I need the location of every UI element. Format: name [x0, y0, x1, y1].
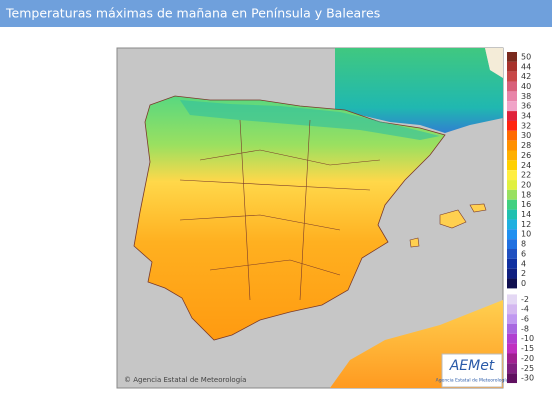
- iberia: [133, 95, 446, 341]
- legend-label: 26: [521, 151, 531, 160]
- legend-swatch: [507, 373, 517, 384]
- legend-label: 28: [521, 141, 531, 150]
- legend-swatch: [507, 91, 517, 102]
- ibiza: [409, 237, 420, 248]
- legend-label: -25: [521, 364, 534, 373]
- legend-swatch: [507, 304, 517, 315]
- logo-name: AEMet: [449, 358, 495, 374]
- legend-label: 12: [521, 220, 531, 229]
- legend-swatch: [507, 323, 517, 334]
- legend-swatch: [507, 219, 517, 230]
- legend-label: 36: [521, 102, 531, 111]
- header-title: Temperaturas máximas de mañana en Peníns…: [5, 6, 380, 21]
- legend: 5044424038363432302826242220181614121086…: [507, 52, 534, 384]
- legend-label: 24: [521, 161, 531, 170]
- legend-label: -30: [521, 374, 534, 383]
- legend-swatch: [507, 363, 517, 374]
- legend-swatch: [507, 81, 517, 92]
- legend-swatch: [507, 150, 517, 161]
- legend-label: 6: [521, 249, 526, 258]
- legend-label: -10: [521, 334, 534, 343]
- logo-box: [441, 353, 503, 388]
- legend-swatch: [507, 180, 517, 190]
- map-credit: © Agencia Estatal de Meteorología: [124, 376, 246, 384]
- legend-label: -6: [521, 315, 529, 324]
- legend-swatch: [507, 258, 517, 269]
- legend-label: 10: [521, 230, 531, 239]
- legend-swatch: [507, 189, 517, 200]
- legend-swatch: [507, 170, 517, 181]
- legend-label: 8: [521, 240, 526, 249]
- legend-label: 20: [521, 180, 531, 189]
- legend-label: 42: [521, 72, 531, 81]
- legend-swatch: [507, 268, 517, 279]
- legend-swatch: [507, 239, 517, 249]
- header-bar: [0, 0, 552, 27]
- legend-label: -2: [521, 295, 529, 304]
- legend-label: 50: [521, 52, 531, 61]
- france: [335, 48, 503, 133]
- legend-swatch: [507, 199, 517, 210]
- land-corner: [485, 48, 503, 78]
- legend-label: -20: [521, 354, 534, 363]
- legend-swatch: [507, 343, 517, 354]
- legend-swatch: [507, 294, 517, 305]
- legend-label: -8: [521, 324, 529, 333]
- legend-label: -15: [521, 344, 534, 353]
- legend-label: 40: [521, 82, 531, 91]
- legend-swatch: [507, 120, 517, 131]
- legend-label: 38: [521, 92, 531, 101]
- legend-swatch: [507, 111, 517, 121]
- mallorca: [439, 209, 467, 229]
- legend-swatch: [507, 130, 517, 141]
- legend-swatch: [507, 61, 517, 72]
- legend-label: 18: [521, 190, 531, 199]
- legend-label: 2: [521, 269, 526, 278]
- legend-label: 30: [521, 131, 531, 140]
- legend-swatch: [507, 249, 517, 259]
- region-borders: [179, 119, 381, 301]
- legend-label: -4: [521, 305, 529, 314]
- legend-swatch: [507, 140, 517, 151]
- legend-swatch: [507, 278, 517, 289]
- legend-swatch: [507, 333, 517, 344]
- legend-swatch: [507, 71, 517, 82]
- legend-label: 34: [521, 112, 531, 121]
- legend-label: 4: [521, 259, 526, 268]
- legend-label: 0: [521, 279, 526, 288]
- legend-label: 14: [521, 210, 531, 219]
- legend-swatch: [507, 101, 517, 112]
- legend-label: 22: [521, 171, 531, 180]
- logo-subtitle: Agencia Estatal de Meteorología: [436, 377, 509, 384]
- legend-label: 32: [521, 121, 531, 130]
- legend-label: 16: [521, 200, 531, 209]
- legend-swatch: [507, 353, 517, 364]
- legend-label: 44: [521, 62, 531, 71]
- legend-swatch: [507, 314, 517, 324]
- legend-swatch: [507, 52, 517, 62]
- legend-swatch: [507, 160, 517, 171]
- menorca: [469, 203, 487, 213]
- legend-swatch: [507, 209, 517, 220]
- legend-swatch: [507, 229, 517, 240]
